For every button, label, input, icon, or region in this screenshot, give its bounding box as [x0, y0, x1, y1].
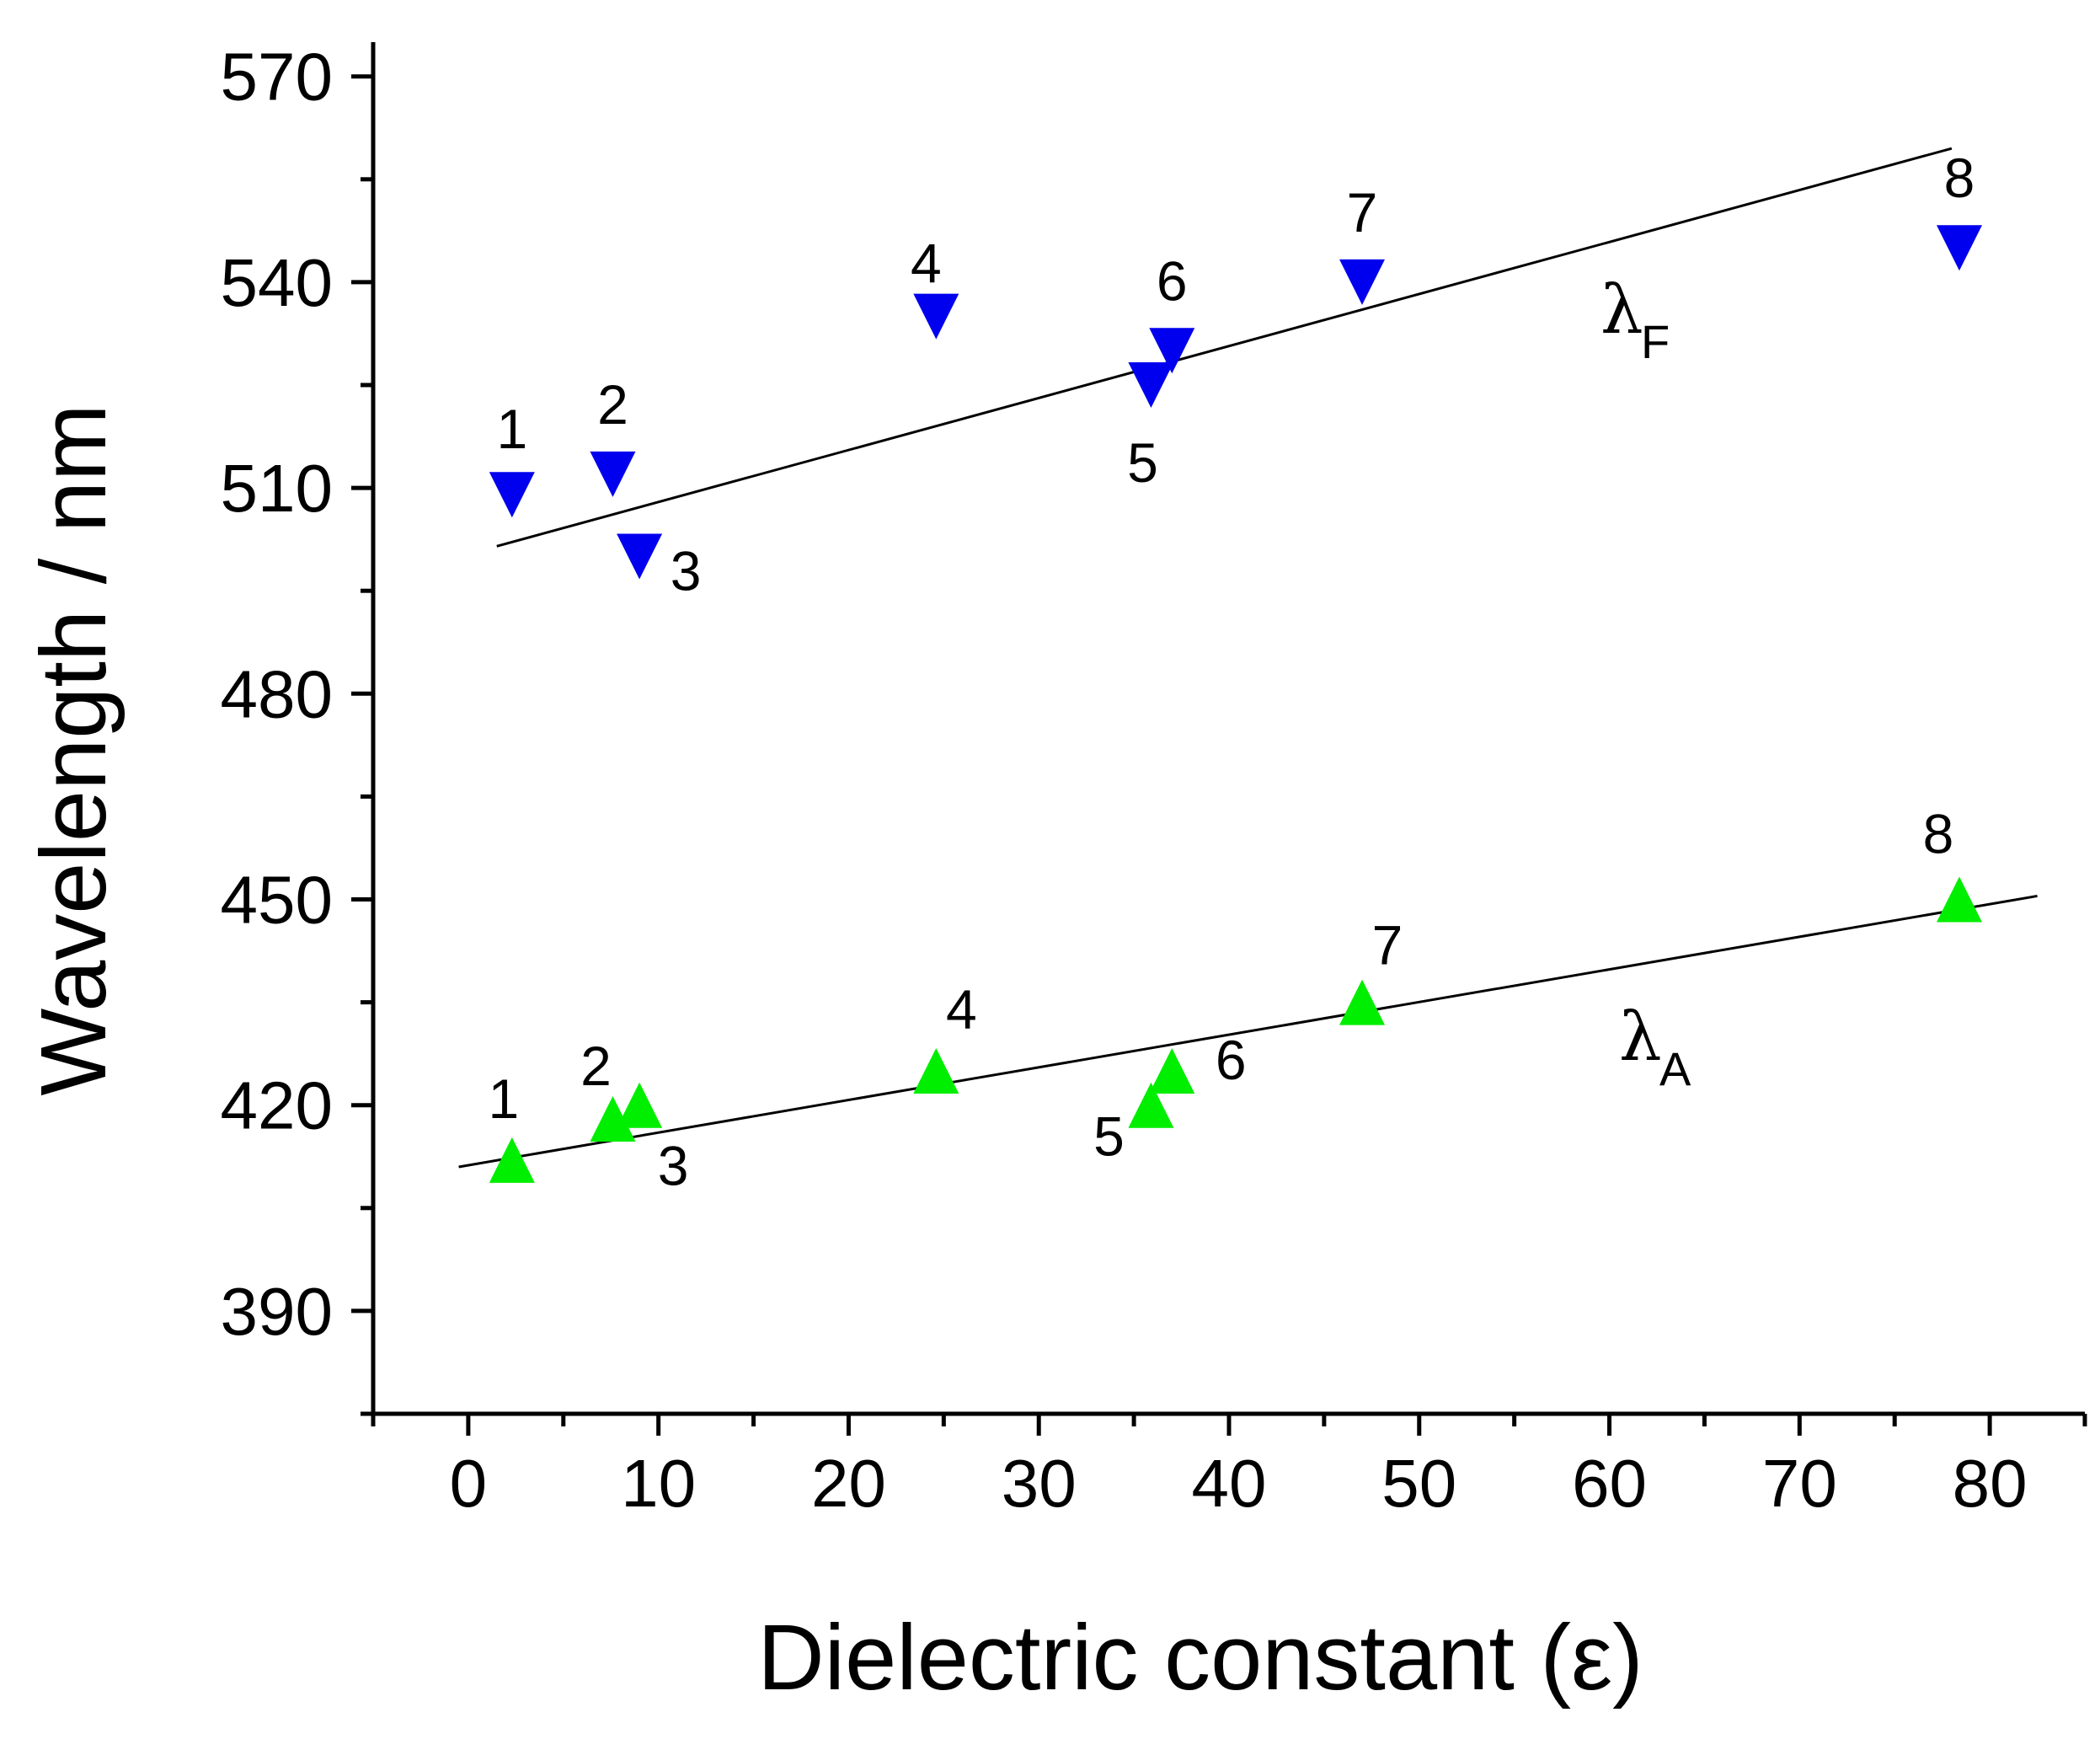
x-tick-label: 30	[1002, 1446, 1077, 1521]
x-tick-label: 60	[1572, 1446, 1647, 1521]
fit-line-lambda-f	[496, 147, 1953, 548]
data-point-marker	[617, 1082, 663, 1128]
series-label-symbol: λ	[1600, 270, 1643, 349]
y-tick-label: 480	[221, 656, 333, 731]
data-point-marker	[590, 1095, 636, 1142]
data-point-marker	[1128, 1082, 1174, 1128]
y-tick-label: 420	[221, 1068, 333, 1143]
y-tick-label: 570	[221, 40, 333, 115]
data-point-label: 5	[1127, 431, 1158, 494]
y-tick-label: 540	[221, 245, 333, 320]
data-point-label: 3	[671, 540, 702, 602]
x-tick-label: 40	[1192, 1446, 1267, 1521]
data-point-label: 8	[1944, 147, 1975, 209]
data-point-marker	[1339, 259, 1386, 305]
series-label-subscript: F	[1641, 315, 1670, 368]
data-point-label: 5	[1093, 1105, 1125, 1168]
data-point-label: 6	[1216, 1029, 1247, 1091]
data-point-label: 1	[488, 1067, 519, 1130]
x-tick-label: 80	[1953, 1446, 2028, 1521]
fit-lines	[458, 147, 2038, 1169]
data-point-marker	[913, 1048, 959, 1094]
series-label-subscript: A	[1659, 1042, 1691, 1095]
data-point-marker	[1936, 225, 1982, 271]
axes: 390 420 450 480 510 540 570 0 10 20 30 40 50 60 70 80	[221, 40, 2087, 1521]
x-axis-title: Dielectric constant (ε)	[757, 1606, 1643, 1710]
data-point-marker	[1128, 362, 1174, 408]
data-point-label: 7	[1347, 181, 1378, 243]
data-point-label: 2	[597, 373, 628, 436]
data-point-label: 1	[496, 398, 527, 460]
x-tick-label: 10	[621, 1446, 696, 1521]
x-tick-label: 70	[1762, 1446, 1837, 1521]
data-point-marker	[489, 472, 535, 518]
data-point-marker	[1149, 328, 1195, 374]
data-point-marker	[1149, 1048, 1195, 1094]
data-point-label: 7	[1372, 914, 1403, 977]
fit-line-lambda-a	[458, 894, 2038, 1169]
data-markers	[489, 225, 1982, 1183]
x-tick-label: 50	[1381, 1446, 1456, 1521]
data-point-label: 8	[1923, 803, 1954, 865]
y-tick-label: 510	[221, 451, 333, 526]
series-label-symbol: λ	[1619, 998, 1662, 1076]
data-point-marker	[590, 451, 636, 497]
data-point-label: 4	[911, 233, 942, 295]
y-axis-title: Wavelength / nm	[22, 404, 126, 1095]
data-point-marker	[1339, 979, 1386, 1025]
data-point-label: 6	[1157, 249, 1188, 312]
data-point-label: 2	[580, 1035, 612, 1097]
data-point-label: 4	[946, 978, 977, 1041]
data-point-marker	[913, 293, 959, 340]
data-point-marker	[489, 1137, 535, 1183]
data-point-marker	[1936, 876, 1982, 923]
y-tick-label: 390	[221, 1274, 333, 1349]
data-point-label: 3	[658, 1135, 689, 1197]
x-tick-label: 0	[450, 1446, 488, 1521]
x-tick-label: 20	[811, 1446, 886, 1521]
data-point-marker	[617, 533, 663, 580]
y-tick-label: 450	[221, 863, 333, 938]
